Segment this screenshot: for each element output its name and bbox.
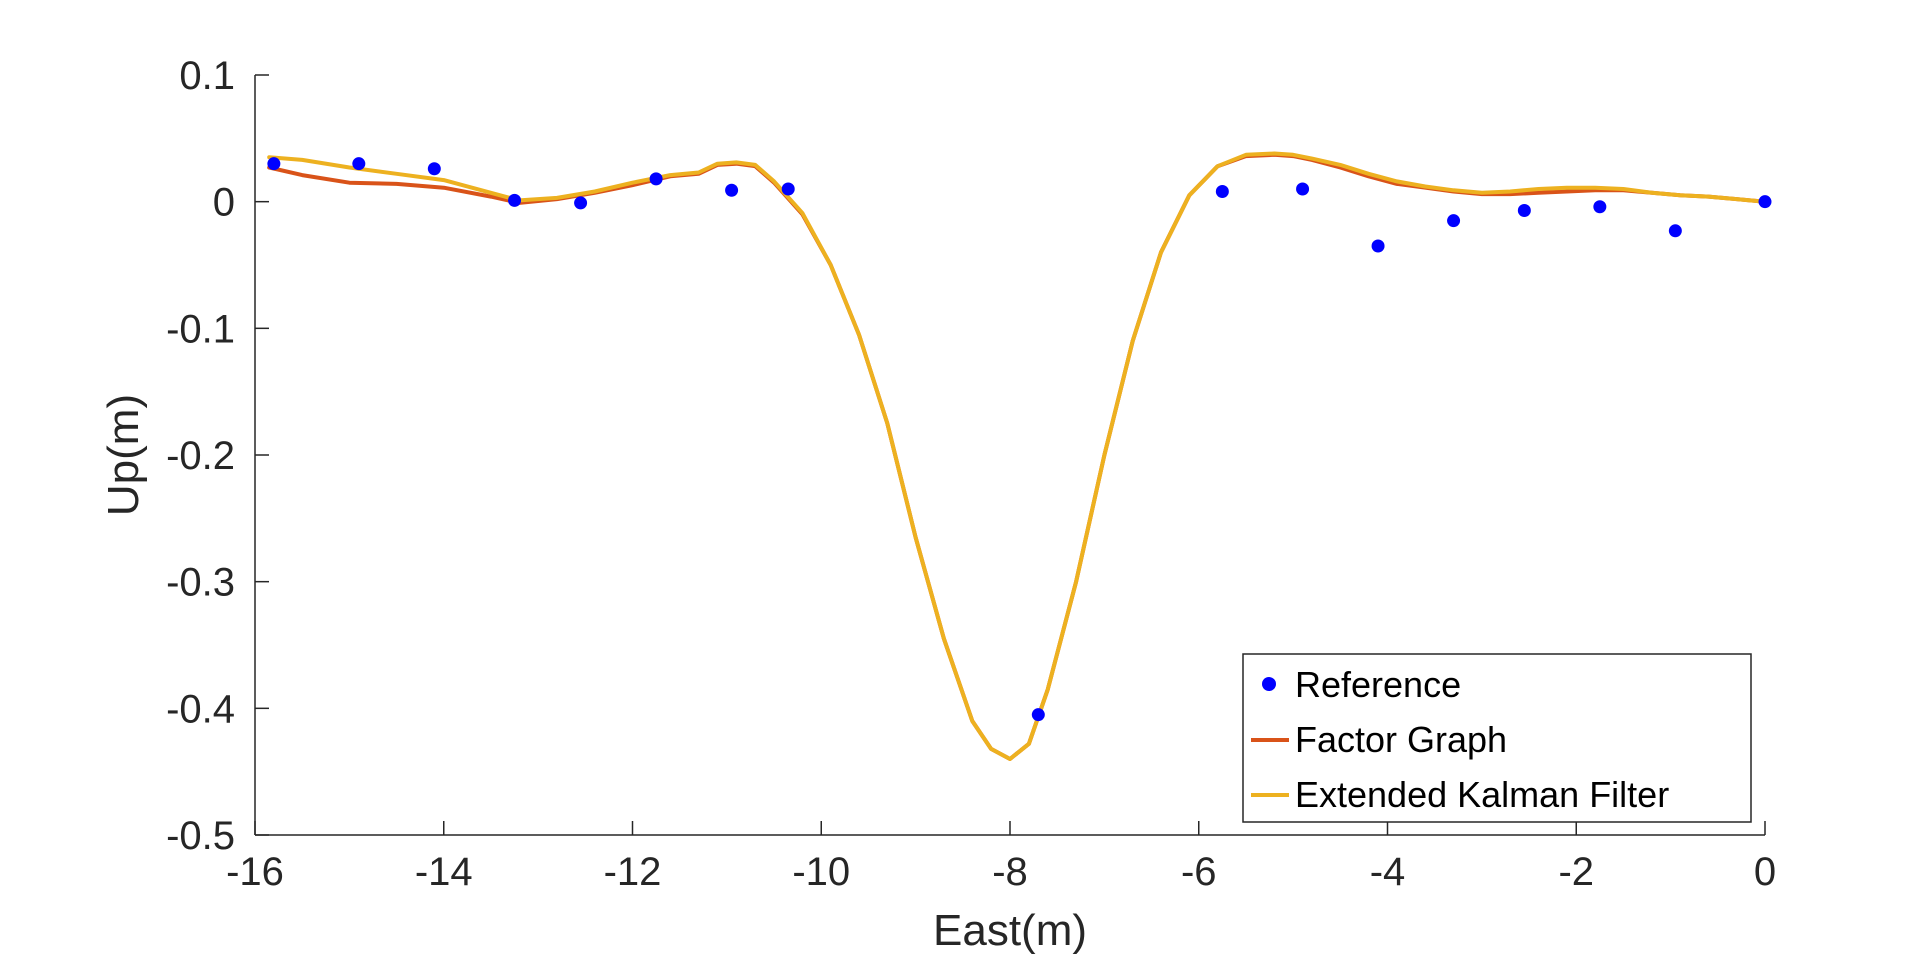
data-point-reference [1517,204,1531,218]
data-point-reference [352,157,366,171]
y-tick-label: -0.4 [166,687,235,731]
y-tick-label: 0 [213,181,235,225]
data-point-reference [427,162,441,176]
x-tick-label: 0 [1754,850,1776,894]
axes [254,74,1766,836]
y-tick-label: -0.2 [166,434,235,478]
y-tick-label: -0.5 [166,814,235,858]
data-point-reference [649,172,663,186]
x-tick-label: -8 [992,850,1028,894]
legend-label-reference: Reference [1295,664,1461,705]
x-axis-label: East(m) [933,906,1087,955]
y-tick-label: -0.1 [166,307,235,351]
legend-label-ekf: Extended Kalman Filter [1295,774,1669,815]
data-point-reference [1215,185,1229,199]
x-tick-label: -10 [792,850,850,894]
data-point-reference [725,183,739,197]
data-point-reference [1447,214,1461,228]
tick-labels: -16 -14 -12 -10 -8 -6 -4 -2 0 0.1 0 -0.1 -0.2 -0.3 -0.… [166,54,1776,894]
plot-lines [267,151,1767,761]
x-tick-label: -14 [415,850,473,894]
data-point-reference [1031,708,1045,722]
y-axis-label: Up(m) [99,394,148,516]
legend-marker-reference [1262,677,1276,691]
y-tick-label: 0.1 [179,54,235,98]
data-point-reference [574,196,588,210]
data-point-reference [267,157,281,171]
data-point-reference [1758,195,1772,209]
data-point-reference [781,182,795,196]
data-point-reference [1668,224,1682,238]
data-point-reference [508,193,522,207]
legend-box [1242,653,1752,823]
x-tick-label: -4 [1370,850,1406,894]
series-line-extended-kalman-filter [267,151,1767,761]
legend-label-factor-graph: Factor Graph [1295,719,1507,760]
x-tick-label: -6 [1181,850,1217,894]
data-point-reference [1371,239,1385,253]
data-point-reference [1593,200,1607,214]
plot-points [267,157,1772,722]
y-tick-label: -0.3 [166,561,235,605]
x-tick-label: -12 [604,850,662,894]
data-point-reference [1296,182,1310,196]
x-tick-label: -16 [226,850,284,894]
legend: Reference Factor Graph Extended Kalman F… [1242,653,1752,823]
x-tick-label: -2 [1558,850,1594,894]
